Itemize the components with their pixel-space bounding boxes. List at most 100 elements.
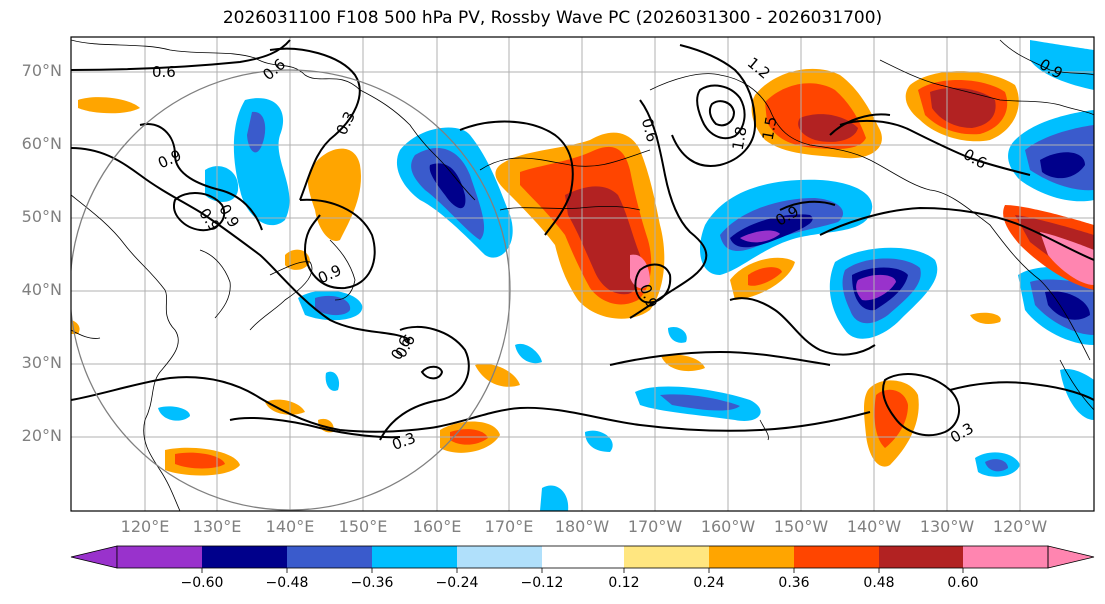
lat-label-70n: 70°N: [21, 61, 62, 80]
contour-line-03-south-2: [229, 417, 401, 439]
lon-label: 120°E: [120, 517, 170, 536]
neg-anomaly-asia-north-core: [247, 111, 266, 153]
lat-label-30n: 30°N: [21, 353, 62, 372]
lon-label: 140°W: [846, 517, 902, 536]
lon-label: 120°W: [992, 517, 1048, 536]
lat-label-60n: 60°N: [21, 134, 62, 153]
contour-line-18: [708, 100, 736, 127]
colorbar-segment: [457, 546, 542, 568]
colorbar-tick-label: −0.12: [520, 575, 564, 591]
lon-label: 150°E: [338, 517, 388, 536]
contour-line-09-asia-west: [139, 123, 263, 231]
contour-line-03-east-south: [949, 381, 1094, 401]
colorbar-segment: [542, 546, 624, 568]
colorbar-segment: [372, 546, 457, 568]
contour-line-06-mid: [379, 325, 470, 441]
lat-label-40n: 40°N: [21, 280, 62, 299]
colorbar-tick-label: 0.60: [947, 575, 979, 591]
contour-line-09-ridge: [779, 200, 836, 211]
contour-line-06-asia: [71, 147, 411, 341]
contour-line-06-north: [71, 39, 291, 71]
colorbar-tick-label: 0.36: [778, 575, 810, 591]
neg-anomaly-japan-core: [315, 295, 351, 316]
colorbar-ticks: [201, 568, 964, 573]
contour-line-12-alaska: [671, 44, 757, 167]
contour-label: 1.8: [729, 125, 751, 152]
colorbar-tick-label: −0.60: [180, 575, 224, 591]
neg-anomaly-south-1-core: [985, 459, 1008, 472]
colorbar-tick-label: 0.12: [608, 575, 640, 591]
neg-anomaly-hawaii-core: [660, 394, 740, 411]
contour-line-06-kamchatka: [459, 120, 574, 236]
neg-anomaly-canada-core: [1040, 152, 1085, 179]
colorbar-tick-label: −0.36: [350, 575, 394, 591]
lon-label: 130°E: [192, 517, 242, 536]
neg-anomaly-small-2: [325, 371, 340, 391]
neg-anomaly-small-1: [158, 406, 190, 421]
neg-anomaly-ne-corner: [1030, 40, 1094, 90]
neg-anomaly-west-coast-core: [1045, 291, 1090, 320]
map-title: 2026031100 F108 500 hPa PV, Rossby Wave …: [222, 8, 883, 28]
pos-anomaly-far-west: [78, 97, 140, 114]
contour-line-06-east-loop: [882, 373, 960, 437]
contour-line-03-east: [819, 206, 1094, 261]
lon-label: 170°E: [484, 517, 534, 536]
colorbar-segment: [794, 546, 879, 568]
colorbar-right-arrow: [1047, 545, 1095, 569]
contour-line-03-asia: [269, 47, 361, 201]
lon-label: 130°W: [919, 517, 975, 536]
pos-anomaly-sw-core: [175, 452, 225, 469]
lon-label: 150°W: [773, 517, 829, 536]
lon-label: 160°E: [412, 517, 462, 536]
neg-anomaly-asia-north: [233, 98, 290, 226]
neg-anomaly-small-4: [540, 485, 569, 511]
neg-anomaly-small-5: [668, 326, 687, 343]
contour-line-03-south: [71, 376, 871, 433]
colorbar-tick-label: 0.48: [863, 575, 895, 591]
shaded-anomalies: [71, 40, 1094, 511]
pos-anomaly-small-a: [265, 399, 305, 415]
neg-anomaly-se-corner: [1060, 368, 1094, 420]
lon-label: 170°W: [627, 517, 683, 536]
lon-label: 140°E: [265, 517, 315, 536]
contour-label: 0.6: [152, 63, 176, 81]
colorbar-tick-label: −0.24: [435, 575, 479, 591]
colorbar-tick-label: −0.48: [265, 575, 309, 591]
pos-anomaly-alaska-dark: [798, 114, 858, 142]
contour-line-loop-small: [420, 365, 444, 380]
neg-anomaly-central-extreme: [856, 274, 896, 301]
contour-line-06-gulf: [839, 119, 1031, 176]
lon-label: 160°W: [700, 517, 756, 536]
contour-line-09-gulf: [829, 113, 891, 136]
contour-label: 1.5: [759, 115, 781, 142]
colorbar-left-arrow: [70, 545, 118, 569]
neg-anomaly-kamchatka-core: [429, 163, 466, 209]
pos-anomaly-ridge-dark: [565, 186, 642, 295]
pos-anomaly-east-small: [970, 312, 1001, 324]
colorbar-segment: [709, 546, 794, 568]
colorbar-frame: [116, 545, 1049, 569]
colorbar-segment: [117, 546, 202, 568]
pos-anomaly-mid-east-core: [748, 267, 782, 286]
pos-anomaly-south-2-core: [874, 389, 908, 448]
neg-anomaly-npac-extreme: [740, 230, 780, 243]
colorbar-segment: [879, 546, 963, 568]
pos-anomaly-small-f: [661, 354, 705, 372]
lon-label: 180°W: [554, 517, 610, 536]
pos-anomaly-korea: [285, 249, 310, 270]
lat-label-50n: 50°N: [21, 207, 62, 226]
pos-anomaly-bc-extreme: [1040, 232, 1094, 285]
contour-line-09-japan: [299, 198, 376, 290]
pos-anomaly-yukon-dark: [930, 87, 996, 128]
colorbar-segment: [287, 546, 372, 568]
map-content: 0.6 0.6 0.3 0.9 0.9 0.9 0.6 0.3 0.6 1.2 …: [71, 37, 1094, 511]
colorbar: [70, 545, 1095, 573]
contour-line-03-central: [729, 297, 876, 356]
contour-line-09-asia-loop: [173, 192, 226, 232]
contour-line-09-npac: [634, 263, 672, 304]
contour-line-15: [696, 84, 746, 140]
colorbar-segment: [963, 546, 1048, 568]
colorbar-segment: [624, 546, 709, 568]
neg-anomaly-hawaii-small: [585, 430, 613, 452]
